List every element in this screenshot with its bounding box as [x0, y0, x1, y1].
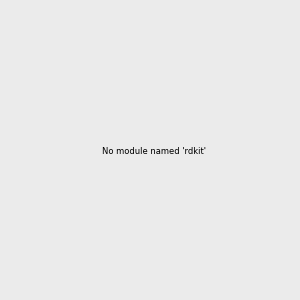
- Text: No module named 'rdkit': No module named 'rdkit': [102, 147, 206, 156]
